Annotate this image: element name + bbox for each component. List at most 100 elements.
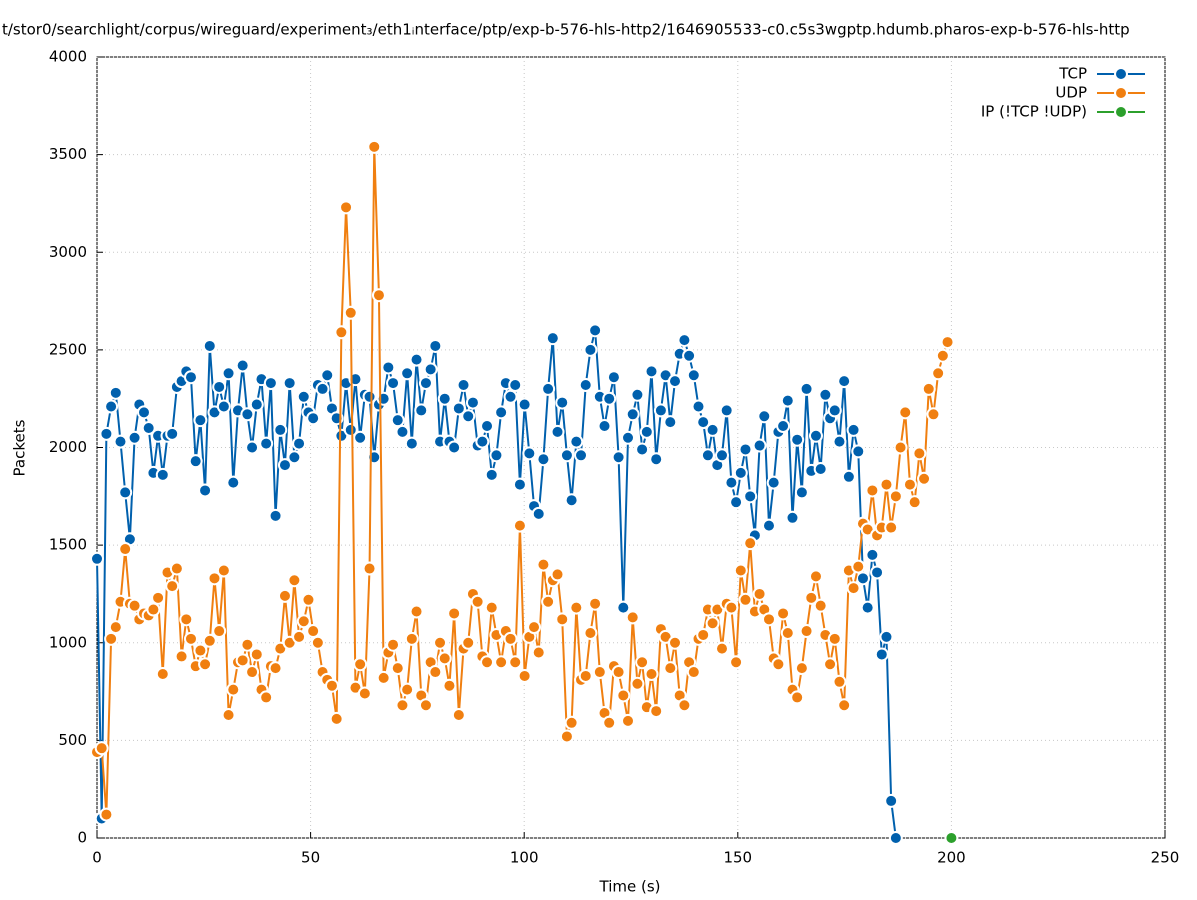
- data-point: [884, 520, 899, 535]
- data-point: [503, 631, 518, 646]
- data-point: [165, 426, 180, 441]
- data-point: [705, 616, 720, 631]
- data-point: [461, 409, 476, 424]
- data-point: [588, 596, 603, 611]
- data-point: [536, 452, 551, 467]
- data-point: [771, 657, 786, 672]
- data-point: [212, 379, 227, 394]
- data-point: [898, 405, 913, 420]
- data-point: [851, 559, 866, 574]
- data-point: [550, 567, 565, 582]
- data-point: [832, 434, 847, 449]
- data-point: [386, 376, 401, 391]
- data-point: [724, 475, 739, 490]
- data-point: [512, 518, 527, 533]
- data-point: [682, 348, 697, 363]
- data-point: [216, 563, 231, 578]
- data-point: [630, 676, 645, 691]
- data-point: [268, 508, 283, 523]
- data-point: [263, 376, 278, 391]
- data-point: [437, 651, 452, 666]
- data-point: [733, 563, 748, 578]
- data-point: [818, 387, 833, 402]
- data-point: [141, 420, 156, 435]
- data-point: [888, 831, 903, 845]
- data-point: [705, 422, 720, 437]
- data-point: [240, 407, 255, 422]
- data-point: [155, 666, 170, 681]
- data-point: [729, 495, 744, 510]
- data-point: [865, 483, 880, 498]
- data-point: [616, 688, 631, 703]
- data-point: [442, 678, 457, 693]
- data-point: [635, 655, 650, 670]
- y-tick-label: 1000: [49, 633, 87, 651]
- data-point: [437, 391, 452, 406]
- data-point: [508, 655, 523, 670]
- data-point: [282, 376, 297, 391]
- data-point: [310, 635, 325, 650]
- data-point: [700, 448, 715, 463]
- data-point: [635, 442, 650, 457]
- data-point: [99, 807, 114, 822]
- data-point: [663, 415, 678, 430]
- data-point: [296, 389, 311, 404]
- data-point: [527, 620, 542, 635]
- x-tick-label: 150: [723, 849, 752, 867]
- data-point: [480, 419, 495, 434]
- data-point: [268, 661, 283, 676]
- data-point: [714, 641, 729, 656]
- data-point: [837, 698, 852, 713]
- y-tick-label: 3500: [49, 145, 87, 163]
- data-point: [677, 333, 692, 348]
- data-point: [578, 378, 593, 393]
- data-point: [738, 442, 753, 457]
- data-point: [870, 565, 885, 580]
- data-point: [555, 612, 570, 627]
- data-point: [846, 581, 861, 596]
- y-tick-label: 2500: [49, 340, 87, 358]
- data-point: [489, 448, 504, 463]
- data-point: [292, 436, 307, 451]
- data-point: [677, 698, 692, 713]
- data-point: [602, 715, 617, 730]
- data-point: [541, 594, 556, 609]
- legend-marker: [1114, 86, 1128, 100]
- data-point: [611, 450, 626, 465]
- data-point: [240, 637, 255, 652]
- data-point: [169, 561, 184, 576]
- data-point: [226, 682, 241, 697]
- data-point: [644, 364, 659, 379]
- data-point: [447, 440, 462, 455]
- data-point: [409, 352, 424, 367]
- data-point: [245, 440, 260, 455]
- data-point: [404, 436, 419, 451]
- data-point: [808, 428, 823, 443]
- data-point: [461, 635, 476, 650]
- data-point: [104, 399, 119, 414]
- data-point: [353, 430, 368, 445]
- data-point: [719, 403, 734, 418]
- data-point: [574, 448, 589, 463]
- data-point: [136, 405, 151, 420]
- data-point: [451, 401, 466, 416]
- data-point: [776, 606, 791, 621]
- data-point: [794, 661, 809, 676]
- legend-label: IP (!TCP !UDP): [981, 103, 1087, 121]
- data-point: [799, 381, 814, 396]
- data-point: [146, 602, 161, 617]
- data-point: [259, 690, 274, 705]
- data-point: [569, 600, 584, 615]
- data-point: [390, 413, 405, 428]
- data-point: [480, 655, 495, 670]
- data-point: [616, 600, 631, 615]
- data-point: [606, 370, 621, 385]
- data-point: [625, 610, 640, 625]
- data-point: [761, 518, 776, 533]
- data-point: [90, 551, 104, 566]
- data-point: [433, 635, 448, 650]
- y-tick-label: 4000: [49, 48, 87, 66]
- data-point: [151, 590, 166, 605]
- data-point: [597, 419, 612, 434]
